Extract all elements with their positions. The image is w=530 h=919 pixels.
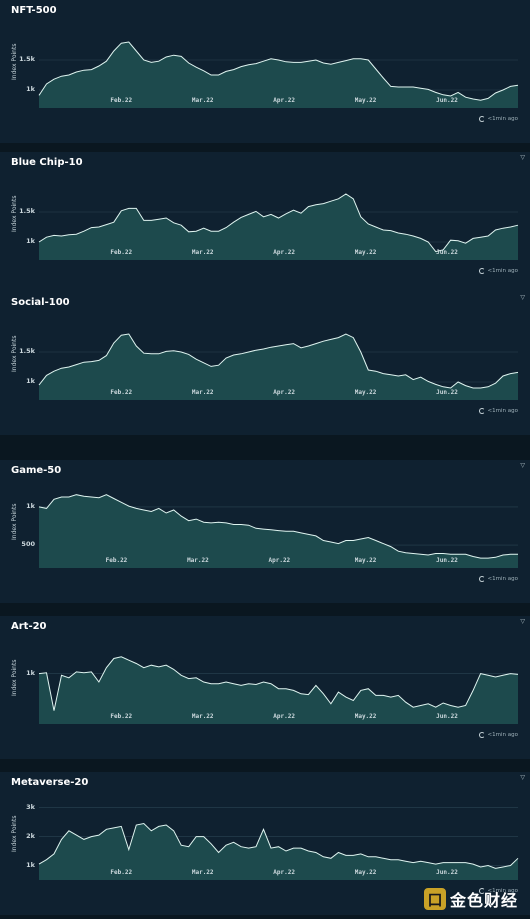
x-tick-label: Apr.22 xyxy=(268,557,291,564)
chart-plot xyxy=(38,494,518,568)
x-tick-label: Jun.22 xyxy=(436,249,458,256)
series-area xyxy=(39,42,518,108)
chart-title: Social-100 xyxy=(11,297,70,308)
x-tick-label: Feb.22 xyxy=(105,557,128,564)
x-tick-label: Apr.22 xyxy=(273,389,295,396)
refresh-icon[interactable] xyxy=(478,888,485,894)
series-line xyxy=(38,822,519,869)
watermark-logo-icon: 口 xyxy=(424,888,446,910)
refresh-icon[interactable] xyxy=(478,408,485,414)
x-tick-label: May.22 xyxy=(354,869,377,876)
chart-title: Metaverse-20 xyxy=(11,777,89,788)
x-tick-label: Mar.22 xyxy=(191,389,214,396)
y-tick-label: 500 xyxy=(21,540,35,549)
update-text: <1min ago xyxy=(487,576,518,582)
update-text: <1min ago xyxy=(487,116,518,122)
x-tick-label: Apr.22 xyxy=(273,249,295,256)
y-tick-label: 1k xyxy=(26,85,35,93)
series-area xyxy=(39,194,518,260)
x-tick-label: Jun.22 xyxy=(436,869,458,876)
chart-panel: NFT-500 Index Points 1k 1.5k Feb.22 Mar.22 Apr… xyxy=(0,0,530,143)
update-status: <1min ago xyxy=(478,576,518,582)
y-tick-label: 1.5k xyxy=(19,347,35,355)
x-tick-label: Mar.22 xyxy=(191,97,214,104)
update-status: <1min ago xyxy=(478,116,518,122)
y-tick-label: 3k xyxy=(26,802,35,811)
chart-title: Game-50 xyxy=(11,465,62,476)
refresh-icon[interactable] xyxy=(478,576,485,582)
expand-icon[interactable]: ▽ xyxy=(520,618,525,625)
x-tick-label: Mar.22 xyxy=(187,557,209,564)
watermark-text: 金色财经 xyxy=(450,891,519,910)
update-text: <1min ago xyxy=(487,732,518,738)
y-tick-label: 1.5k xyxy=(19,207,35,215)
x-tick-label: Apr.22 xyxy=(273,869,295,876)
update-text: <1min ago xyxy=(487,408,518,414)
series-area xyxy=(39,656,518,724)
y-tick-label: 1.5k xyxy=(19,55,35,63)
x-tick-label: Jun.22 xyxy=(436,713,458,720)
x-tick-label: Feb.22 xyxy=(110,713,133,720)
x-tick-label: Mar.22 xyxy=(191,869,214,876)
refresh-icon[interactable] xyxy=(478,116,485,122)
update-text: <1min ago xyxy=(487,888,518,894)
chart-title: NFT-500 xyxy=(11,5,57,16)
x-tick-label: Feb.22 xyxy=(110,97,133,104)
x-tick-label: Apr.22 xyxy=(273,97,295,104)
series-line xyxy=(38,494,518,559)
chart-plot xyxy=(38,193,519,260)
y-tick-label: 1k xyxy=(26,668,35,677)
chart-panel: ▽ Art-20 Index Points 1k Feb.22 Mar.22 Apr.22 M… xyxy=(0,616,530,759)
expand-icon[interactable]: ▽ xyxy=(520,462,525,469)
chart-panel: ▽ Blue Chip-10 Index Points 1k 1.5k Feb.22 Mar… xyxy=(0,152,530,295)
chart-panel: ▽ Game-50 Index Points 500 1k Feb.22 Mar.22 Apr… xyxy=(0,460,530,603)
expand-icon[interactable]: ▽ xyxy=(520,294,525,301)
series-line xyxy=(38,333,519,389)
x-tick-label: Jun.22 xyxy=(436,557,458,564)
series-area xyxy=(39,494,518,568)
x-tick-label: Feb.22 xyxy=(110,389,133,396)
y-tick-label: 2k xyxy=(26,831,35,840)
y-tick-label: 1k xyxy=(26,237,35,245)
chart-plot xyxy=(38,41,519,108)
expand-icon[interactable]: ▽ xyxy=(520,154,525,161)
y-tick-label: 1k xyxy=(26,860,35,869)
refresh-icon[interactable] xyxy=(478,268,485,274)
x-tick-label: May.22 xyxy=(354,557,377,564)
chart-panel: ▽ Social-100 Index Points 1k 1.5k Feb.22 Mar.2… xyxy=(0,292,530,435)
chart-plot xyxy=(38,333,519,400)
x-tick-label: May.22 xyxy=(354,97,377,104)
x-tick-label: Feb.22 xyxy=(110,249,133,256)
chart-title: Blue Chip-10 xyxy=(11,157,83,168)
update-status: <1min ago xyxy=(478,888,518,894)
x-tick-label: May.22 xyxy=(354,249,377,256)
update-text: <1min ago xyxy=(487,268,518,274)
y-tick-label: 1k xyxy=(26,377,35,385)
refresh-icon[interactable] xyxy=(478,732,485,738)
update-status: <1min ago xyxy=(478,268,518,274)
series-line xyxy=(38,41,519,101)
x-tick-label: Jun.22 xyxy=(436,97,458,104)
watermark: 口 金色财经 xyxy=(424,887,518,911)
x-tick-label: Jun.22 xyxy=(436,389,458,396)
chart-title: Art-20 xyxy=(11,621,47,632)
series-line xyxy=(38,656,519,711)
update-status: <1min ago xyxy=(478,732,518,738)
series-area xyxy=(39,334,518,400)
chart-plot xyxy=(38,807,519,880)
x-tick-label: Mar.22 xyxy=(191,249,214,256)
x-tick-label: Feb.22 xyxy=(110,869,133,876)
x-tick-label: Mar.22 xyxy=(191,713,214,720)
series-area xyxy=(39,823,518,880)
expand-icon[interactable]: ▽ xyxy=(520,774,525,781)
series-line xyxy=(38,193,519,253)
x-tick-label: May.22 xyxy=(354,389,377,396)
chart-plot xyxy=(38,656,519,724)
x-tick-label: May.22 xyxy=(354,713,377,720)
y-tick-label: 1k xyxy=(26,501,35,510)
x-tick-label: Apr.22 xyxy=(273,713,295,720)
update-status: <1min ago xyxy=(478,408,518,414)
